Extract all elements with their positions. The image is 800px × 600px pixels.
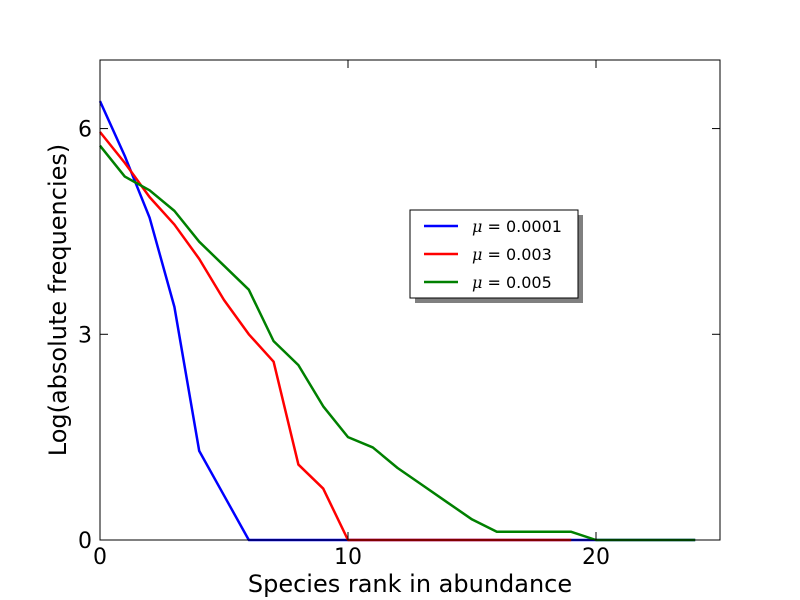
legend: μ = 0.0001 μ = 0.003 μ = 0.005 — [409, 209, 583, 303]
legend-label-2: μ = 0.003 — [472, 245, 552, 264]
plot-area — [100, 60, 720, 540]
y-tick-label: 0 — [78, 529, 92, 554]
legend-label-1: μ = 0.0001 — [472, 217, 562, 236]
y-tick-label: 6 — [78, 118, 92, 143]
x-tick-label: 20 — [582, 545, 610, 570]
x-axis-label: Species rank in abundance — [248, 570, 572, 598]
x-tick-label: 0 — [93, 545, 107, 570]
plot-frame — [99, 59, 721, 541]
y-tick-label: 3 — [78, 323, 92, 348]
y-axis-label: Log(absolute frequencies) — [44, 144, 72, 457]
legend-label-3: μ = 0.005 — [472, 273, 552, 292]
ticks-layer: 0 10 20 0 3 6 — [78, 60, 720, 570]
x-tick-label: 10 — [334, 545, 362, 570]
